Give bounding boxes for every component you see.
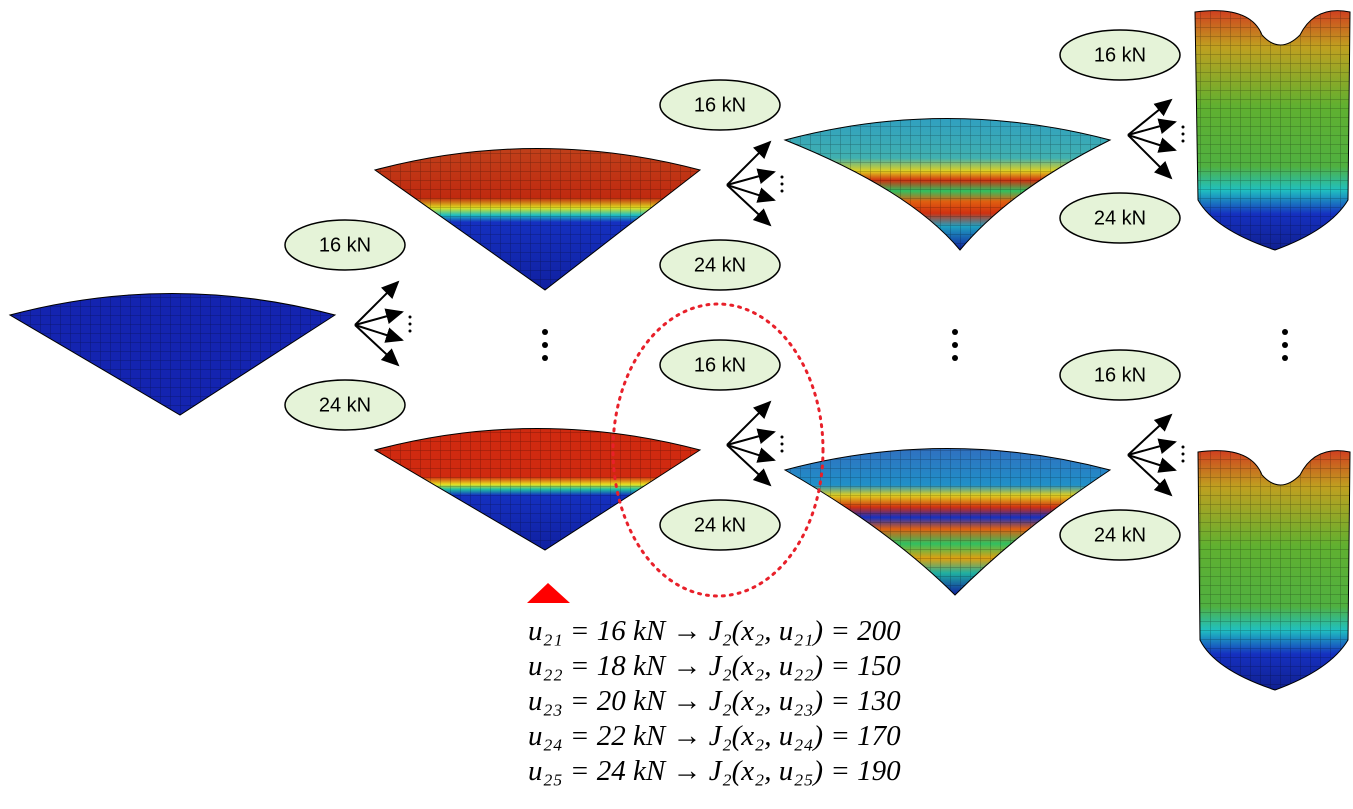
node-label: 16 kN [694, 94, 746, 116]
selection-ring [611, 302, 825, 598]
node-label: 16 kN [694, 354, 746, 376]
node-ellipse [659, 499, 781, 551]
arrows [354, 98, 1177, 497]
node-ellipse [659, 79, 781, 131]
node-label: 24 kN [319, 394, 371, 416]
node-ellipse [1059, 192, 1181, 244]
dots [408, 125, 1288, 463]
node-label: 16 kN [1094, 44, 1146, 66]
node-ellipse [284, 379, 406, 431]
equation: u₂₃ = 20 kN → J₂(x₂, u₂₃) = 130 [528, 685, 901, 717]
marker-triangle [527, 583, 570, 603]
equation: u₂₄ = 22 kN → J₂(x₂, u₂₄) = 170 [528, 720, 901, 752]
nodes: 16 kN 24 kN 16 kN 24 kN 16 kN 24 kN 16 kN 24 kN… [284, 29, 1181, 561]
node-label: 24 kN [694, 254, 746, 276]
node-ellipse [1059, 29, 1181, 81]
node-label: 16 kN [319, 234, 371, 256]
node-label: 24 kN [1094, 524, 1146, 546]
node-ellipse [284, 219, 406, 271]
node-ellipse [659, 239, 781, 291]
node-label: 24 kN [694, 514, 746, 536]
equation: u₂₅ = 24 kN → J₂(x₂, u₂₅) = 190 [528, 755, 901, 787]
node-ellipse [1059, 509, 1181, 561]
node-ellipse [659, 339, 781, 391]
node-label: 16 kN [1094, 364, 1146, 386]
node-label: 24 kN [1094, 207, 1146, 229]
shapes [8, 10, 1351, 691]
node-ellipse [1059, 349, 1181, 401]
equation: u₂₁ = 16 kN → J₂(x₂, u₂₁) = 200 [528, 615, 901, 647]
equation: u₂₂ = 18 kN → J₂(x₂, u₂₂) = 150 [528, 650, 901, 682]
